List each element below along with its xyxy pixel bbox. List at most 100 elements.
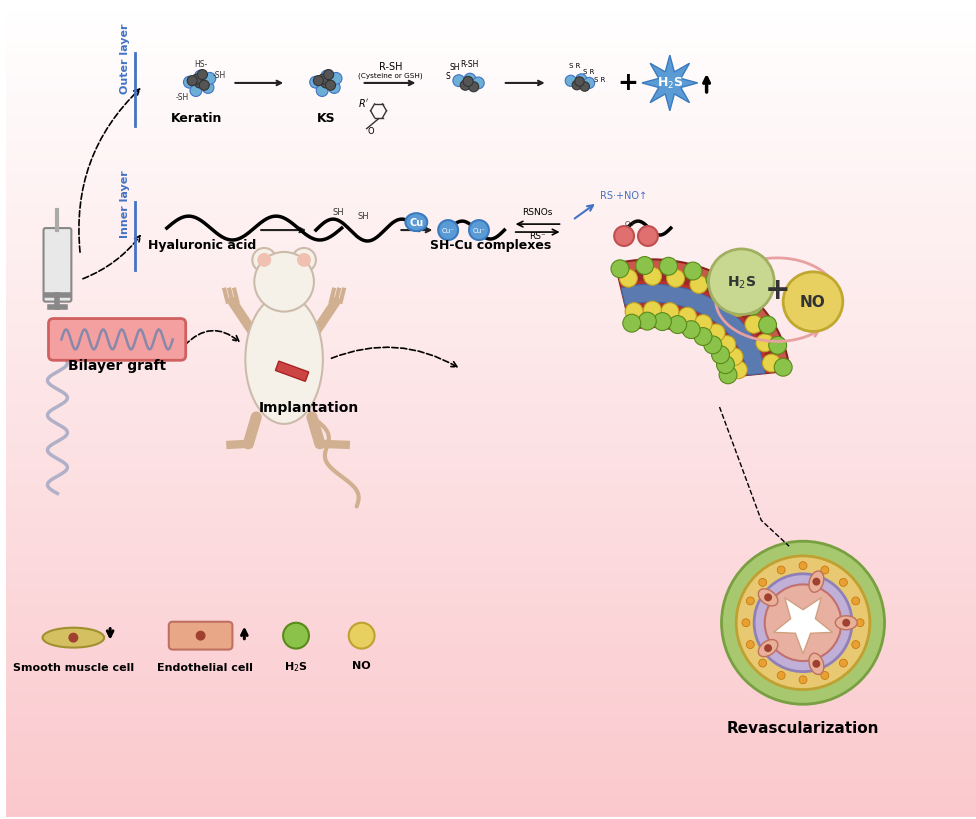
Circle shape <box>316 85 328 97</box>
Circle shape <box>202 83 214 94</box>
Bar <box>6 767 976 771</box>
Circle shape <box>283 623 309 649</box>
Bar <box>6 401 976 405</box>
Bar <box>6 784 976 788</box>
Circle shape <box>660 258 677 276</box>
Bar <box>6 226 976 230</box>
Bar <box>6 577 976 581</box>
Circle shape <box>729 299 748 317</box>
Polygon shape <box>618 270 780 377</box>
Bar <box>6 711 976 715</box>
Bar <box>6 450 976 455</box>
Circle shape <box>754 574 852 672</box>
Bar <box>6 695 976 699</box>
Bar <box>6 418 976 422</box>
Bar <box>6 120 976 124</box>
Bar <box>6 360 976 364</box>
Bar <box>6 71 976 75</box>
Bar <box>6 438 976 442</box>
Circle shape <box>716 356 734 374</box>
Bar <box>6 251 976 255</box>
Circle shape <box>821 567 829 574</box>
Bar <box>6 621 976 625</box>
Circle shape <box>584 79 594 89</box>
Polygon shape <box>620 281 769 376</box>
Circle shape <box>744 298 761 315</box>
Polygon shape <box>774 598 833 654</box>
Text: Endothelial cell: Endothelial cell <box>156 662 253 672</box>
Bar <box>6 560 976 564</box>
Bar <box>6 523 976 527</box>
Bar <box>6 52 976 56</box>
Circle shape <box>765 585 841 661</box>
Text: Inner layer: Inner layer <box>120 170 130 238</box>
Text: RS⁻: RS⁻ <box>529 232 546 241</box>
Bar <box>6 633 976 637</box>
Text: Cu⁻: Cu⁻ <box>441 228 455 233</box>
Bar <box>6 124 976 129</box>
Bar <box>6 364 976 369</box>
Circle shape <box>309 77 321 89</box>
Circle shape <box>325 81 336 91</box>
Bar <box>6 649 976 654</box>
Circle shape <box>736 556 870 690</box>
Circle shape <box>469 221 489 241</box>
Circle shape <box>297 254 311 268</box>
Bar <box>6 471 976 475</box>
Circle shape <box>742 619 750 627</box>
Circle shape <box>726 283 744 301</box>
Bar <box>6 645 976 649</box>
Bar <box>6 478 976 482</box>
Text: H$_2$S: H$_2$S <box>284 660 308 673</box>
Circle shape <box>643 268 662 286</box>
FancyBboxPatch shape <box>169 622 232 649</box>
Bar <box>6 275 976 279</box>
Bar <box>6 771 976 776</box>
Text: +: + <box>618 71 638 95</box>
Text: S: S <box>446 72 451 81</box>
Bar <box>6 678 976 682</box>
Bar <box>6 755 976 759</box>
Circle shape <box>842 619 850 627</box>
Ellipse shape <box>43 628 104 648</box>
Bar <box>6 707 976 711</box>
Text: SH: SH <box>450 63 461 72</box>
Bar <box>6 662 976 666</box>
Ellipse shape <box>809 654 824 675</box>
Bar <box>6 287 976 292</box>
Bar <box>6 133 976 137</box>
Circle shape <box>667 270 684 288</box>
Circle shape <box>777 567 785 574</box>
Bar <box>6 796 976 800</box>
Bar <box>6 446 976 450</box>
Text: +: + <box>764 276 790 305</box>
Bar <box>6 182 976 186</box>
Circle shape <box>690 276 708 294</box>
Bar <box>6 222 976 226</box>
Bar <box>6 381 976 385</box>
Circle shape <box>762 355 781 373</box>
Bar <box>6 544 976 548</box>
Bar <box>6 56 976 60</box>
Circle shape <box>704 337 721 355</box>
Circle shape <box>324 70 334 80</box>
Bar <box>6 324 976 328</box>
Bar <box>6 259 976 263</box>
Circle shape <box>187 76 197 87</box>
Circle shape <box>330 74 342 85</box>
Bar <box>6 320 976 324</box>
Bar <box>6 593 976 597</box>
Bar <box>6 165 976 170</box>
Circle shape <box>745 316 763 334</box>
Bar <box>6 434 976 438</box>
Bar <box>6 377 976 381</box>
Circle shape <box>783 273 843 332</box>
Bar <box>6 337 976 341</box>
Bar <box>6 149 976 153</box>
Circle shape <box>318 75 328 85</box>
Bar <box>6 129 976 133</box>
Text: RSNOs: RSNOs <box>522 208 552 217</box>
Text: Keratin: Keratin <box>171 111 223 124</box>
Bar <box>6 540 976 544</box>
Bar <box>6 214 976 218</box>
